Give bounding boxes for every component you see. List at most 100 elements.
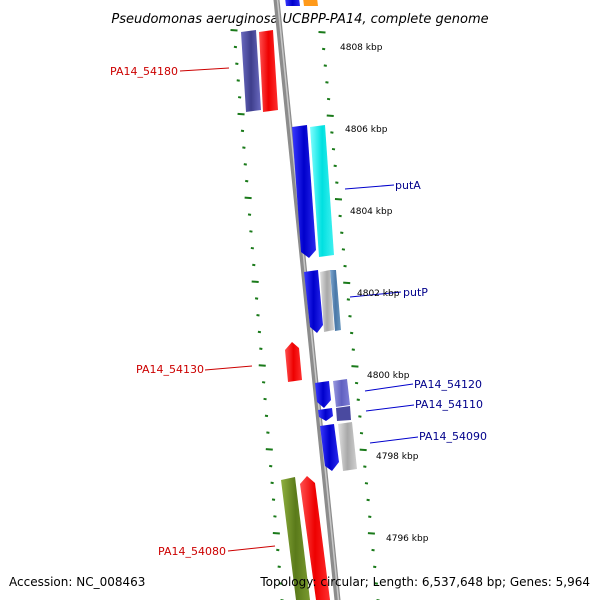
tick-minor [341,248,346,251]
tick-major [367,532,375,535]
tick-major [272,531,280,535]
tick-minor [243,163,247,166]
tick-minor [276,548,280,552]
scale-label-4804: 4804 kbp [350,207,393,217]
tick-minor [245,179,249,183]
tick-minor [235,62,239,66]
tick-minor [242,146,246,149]
tick-minor [368,515,372,518]
tick-minor [270,481,274,485]
gene-feature-blue-mid[interactable] [304,270,323,333]
tick-minor [335,181,339,184]
scale-label-4806: 4806 kbp [345,125,388,135]
tick-minor [278,582,283,585]
tick-major [237,112,245,116]
tick-minor [325,81,329,84]
gene-label-PA14_54110[interactable]: PA14_54110 [415,398,483,411]
tick-minor [271,498,276,501]
tick-minor [273,515,277,518]
gene-feature-PA14_54080[interactable] [281,477,310,600]
tick-minor [250,246,255,250]
tick-minor [371,548,375,552]
tick-minor [261,381,266,384]
scale-label-4802: 4802 kbp [357,289,400,299]
gene-feature-red-upper[interactable] [259,30,278,112]
gene-feature-top-blue[interactable] [285,0,300,6]
tick-minor [340,231,344,234]
map-title: Pseudomonas aeruginosa UCBPP-PA14, compl… [111,12,488,27]
tick-minor [343,264,347,268]
tick-minor [366,498,370,502]
tick-minor [326,97,331,101]
tick-minor [333,164,337,168]
tick-minor [240,129,245,133]
tick-major [351,365,359,368]
tick-minor [266,431,270,434]
tick-minor [373,565,377,569]
tick-minor [331,147,336,151]
tick-minor [236,79,240,82]
tick-minor [252,263,256,267]
tick-minor [374,582,379,585]
tick-major [343,281,351,285]
tick-minor [349,331,354,335]
tick-major [244,196,252,200]
gene-feature-blue-large[interactable] [292,125,316,258]
gene-feature-PA14_54180[interactable] [241,30,261,112]
tick-major [326,114,334,118]
tick-minor [358,415,362,418]
genome-summary-text: Topology: circular; Length: 6,537,648 bp… [259,575,590,589]
gene-feature-PA14_54090-blue[interactable] [320,424,339,471]
tick-minor [351,348,355,351]
tick-minor [233,45,238,49]
accession-text: Accession: NC_008463 [9,575,145,589]
tick-major [318,31,326,34]
gene-feature-top-orange[interactable] [303,0,318,6]
gene-feature-PA14_54120[interactable] [333,379,350,407]
tick-minor [354,381,359,385]
tick-major [258,364,266,367]
tick-minor [269,464,273,468]
gene-feature-blue-small[interactable] [318,408,333,421]
tick-minor [321,47,326,51]
scale-label-4808: 4808 kbp [340,43,383,53]
gene-label-PA14_54130[interactable]: PA14_54130 [136,363,204,376]
tick-minor [256,314,260,317]
gene-label-putA[interactable]: putA [395,179,421,192]
gene-feature-PA14_54120-blue[interactable] [315,381,331,408]
tick-minor [363,465,367,468]
gene-feature-red-lower[interactable] [300,476,330,600]
gene-label-putP[interactable]: putP [403,286,428,299]
tick-minor [330,131,334,134]
tick-minor [356,398,360,402]
scale-label-4800: 4800 kbp [367,371,410,381]
gene-feature-gray-mid[interactable] [320,270,334,332]
tick-minor [348,315,352,318]
scale-label-4796: 4796 kbp [386,534,429,544]
tick-minor [277,565,281,568]
gene-feature-PA14_54090[interactable] [338,422,357,471]
gene-feature-putA[interactable] [310,125,334,257]
tick-major [251,280,259,283]
tick-minor [257,330,262,334]
gene-label-PA14_54180[interactable]: PA14_54180 [110,65,178,78]
gene-feature-PA14_54110[interactable] [336,406,351,421]
gene-feature-PA14_54130[interactable] [285,342,302,382]
gene-label-PA14_54080[interactable]: PA14_54080 [158,545,226,558]
tick-minor [346,298,351,301]
tick-minor [359,431,364,435]
tick-minor [263,397,267,401]
tick-minor [323,64,327,67]
gene-feature-putP[interactable] [330,270,341,331]
scale-label-4798: 4798 kbp [376,452,419,462]
tick-minor [259,347,263,351]
tick-track-left [230,29,284,600]
tick-minor [364,482,369,485]
tick-major [265,448,273,451]
tick-minor [338,214,342,218]
gene-label-PA14_54120[interactable]: PA14_54120 [414,378,482,391]
tick-minor [249,230,253,233]
gene-label-PA14_54090[interactable]: PA14_54090 [419,430,487,443]
tick-major [334,198,343,201]
